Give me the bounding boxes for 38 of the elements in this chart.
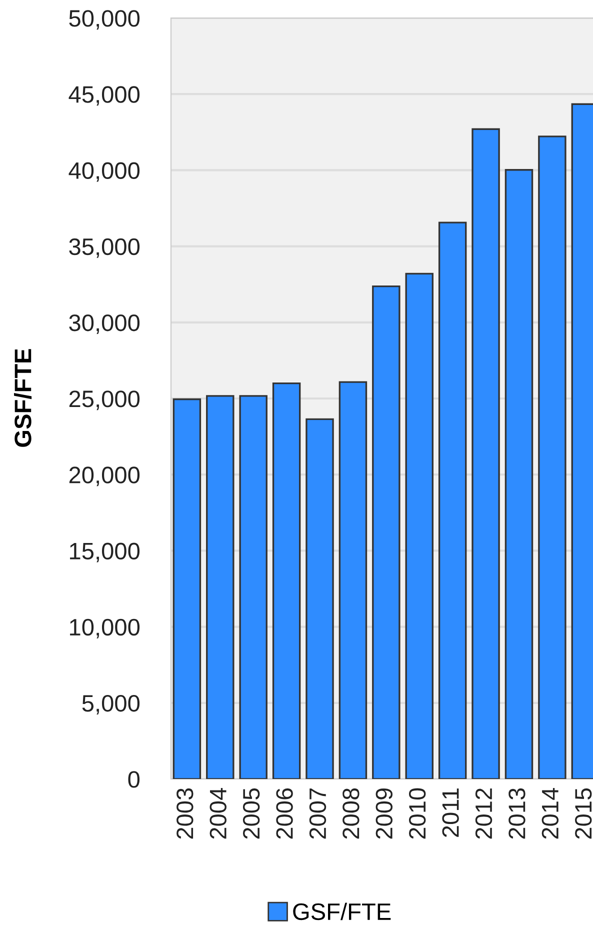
y-tick-label: 40,000	[68, 162, 140, 182]
y-tick-label: 35,000	[69, 238, 140, 258]
x-tick-label: 2008	[342, 788, 360, 839]
bar	[504, 169, 534, 779]
y-tick-label: 15,000	[70, 542, 140, 562]
bar	[272, 382, 301, 779]
x-tick-label: 2007	[309, 788, 326, 839]
bar	[239, 395, 268, 779]
x-tick-label: 2010	[408, 788, 426, 839]
x-tick-label: 2009	[376, 788, 393, 839]
bar	[172, 398, 202, 779]
x-tick-label: 2011	[442, 788, 459, 837]
legend-label: GSF/FTE	[293, 902, 391, 920]
y-tick-label: 30,000	[69, 314, 140, 334]
y-tick-label: 50,000	[69, 10, 140, 30]
y-tick-label: 0	[128, 771, 140, 788]
x-tick-label: 2012	[475, 788, 492, 839]
bar	[372, 285, 400, 779]
bar	[472, 128, 500, 779]
x-tick-label: 2014	[542, 788, 559, 839]
y-tick-label: 10,000	[70, 618, 140, 638]
x-tick-label: 2015	[575, 788, 592, 839]
bar	[206, 395, 234, 779]
bar	[405, 272, 434, 779]
x-tick-label: 2005	[242, 788, 260, 839]
x-tick-label: 2006	[276, 788, 293, 839]
x-tick-label: 2003	[176, 788, 194, 839]
y-axis-title: GSF/FTE	[14, 349, 32, 447]
bar	[538, 136, 566, 779]
x-tick-label: 2004	[210, 788, 226, 839]
bar	[306, 418, 334, 779]
y-tick-label: 5,000	[82, 694, 140, 714]
y-tick-label: 25,000	[69, 390, 140, 410]
y-tick-label: 45,000	[68, 86, 140, 106]
x-tick-label: 2013	[508, 788, 526, 839]
y-tick-label: 20,000	[69, 466, 140, 486]
bar	[438, 222, 467, 779]
bar	[338, 381, 368, 779]
